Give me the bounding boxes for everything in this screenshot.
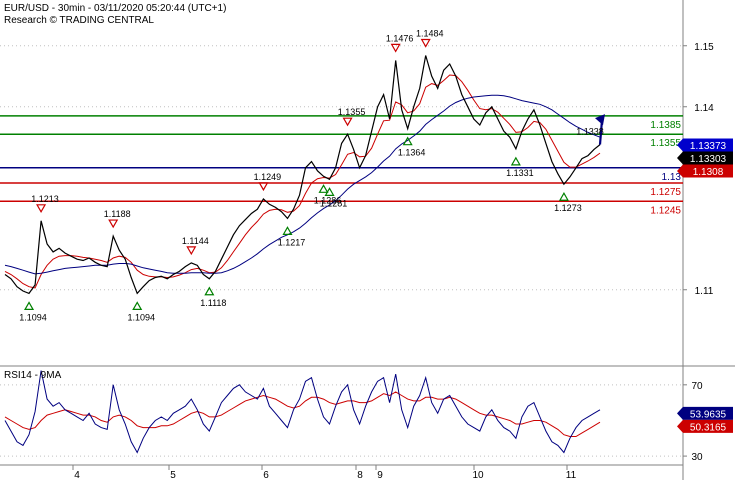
low-label: 1.1331	[506, 168, 534, 178]
price-tag	[677, 406, 733, 420]
low-label: 1.1094	[19, 312, 47, 322]
high-label: 1.1484	[416, 29, 444, 39]
price-tag-label: 53.9635	[690, 409, 727, 420]
high-label: 1.1188	[104, 209, 131, 219]
projection-arrow-shaft	[598, 119, 604, 145]
low-marker	[324, 187, 335, 196]
indicator-rsi_ma-line	[4, 391, 601, 437]
series-price-line	[4, 55, 601, 295]
low-label: 1.1364	[398, 148, 426, 158]
low-label: 1.1286	[314, 195, 342, 205]
indicator-rsi-line	[4, 370, 601, 454]
high-label: 1.1213	[31, 194, 59, 204]
x-tick-label: 9	[377, 470, 383, 480]
x-tick-label: 8	[357, 470, 363, 480]
price-tag-label: 1.1308	[693, 167, 724, 178]
indicator-y-tick-label: 30	[691, 452, 703, 463]
price-series	[4, 55, 601, 295]
x-axis: 4 5 6 8 9 10 11	[72, 465, 577, 481]
x-tick-label: 5	[170, 470, 176, 480]
chart-subtitle: Research © TRADING CENTRAL	[4, 15, 154, 26]
price-y-tick-label: 1.14	[694, 103, 714, 114]
level-label: 1.1355	[650, 138, 681, 149]
low-marker	[558, 192, 569, 201]
x-tick-label: 4	[74, 470, 80, 480]
x-tick-label: 6	[263, 470, 269, 480]
indicator-y-tick-label: 70	[691, 381, 703, 392]
low-label: 1.1281	[320, 198, 348, 208]
low-marker	[318, 184, 329, 193]
low-marker	[24, 301, 35, 311]
price-tag-label: 1.13373	[690, 141, 727, 152]
high-label: 1.1144	[182, 236, 209, 246]
price-label: 1.1338	[576, 127, 604, 137]
price-annotations: 1.1213 1.1188 1.1144 1.1249 1.1355 1.1476 1.14…	[19, 29, 605, 322]
price-y-tick-label: 1.15	[694, 42, 714, 53]
x-tick-label: 10	[472, 470, 484, 480]
high-label: 1.1249	[254, 172, 282, 182]
indicator-tags: 53.9635 50.3165	[677, 406, 733, 433]
indicator-y-axis: 70 30	[683, 381, 703, 463]
price-tag-label: 50.3165	[690, 422, 727, 433]
price-y-tick-label: 1.11	[695, 286, 714, 297]
high-marker	[420, 38, 431, 48]
level-label: 1.1245	[650, 205, 681, 216]
projection-arrow-head	[595, 114, 605, 126]
x-tick-label: 11	[566, 470, 577, 480]
series-ma_slow-line	[4, 94, 601, 275]
low-marker	[204, 286, 215, 296]
level-label: 1.1385	[650, 120, 681, 131]
price-tags: 1.13373 1.13303 1.1308	[677, 138, 733, 178]
high-marker	[342, 117, 353, 127]
low-marker	[132, 301, 143, 311]
level-label: 1.13	[662, 172, 682, 183]
low-label: 1.1094	[127, 312, 155, 322]
indicator-series	[4, 370, 601, 454]
low-label: 1.1273	[554, 203, 582, 213]
price-tag	[677, 138, 733, 152]
series-ma_fast-line	[4, 74, 601, 289]
high-label: 1.1476	[386, 33, 414, 43]
high-marker	[36, 204, 47, 214]
price-tag	[677, 164, 733, 178]
low-marker	[510, 156, 521, 166]
low-label: 1.1217	[278, 237, 306, 247]
high-label: 1.1355	[338, 107, 366, 117]
chart-title: EUR/USD - 30min - 03/11/2020 05:20:44 (U…	[4, 3, 226, 14]
level-label: 1.1275	[650, 187, 681, 198]
high-marker	[258, 182, 269, 192]
high-marker	[186, 246, 197, 256]
low-label: 1.1118	[200, 298, 226, 308]
price-tag	[677, 419, 733, 433]
price-tag-label: 1.13303	[690, 154, 727, 165]
high-marker	[108, 219, 119, 229]
low-marker	[402, 136, 413, 146]
high-marker	[390, 43, 401, 53]
low-marker	[282, 226, 293, 235]
price-levels: 1.1385 1.1355 1.13 1.1275 1.1245	[0, 115, 683, 216]
price-tag	[677, 151, 733, 165]
indicator-title: RSI14 - 9MA	[4, 370, 62, 381]
